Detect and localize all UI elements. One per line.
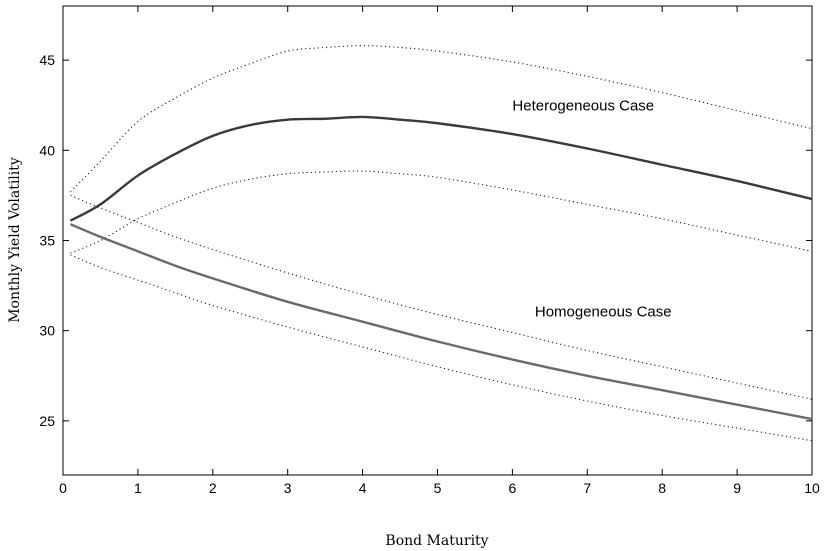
plot-area: [62, 5, 813, 476]
series-line-2: [70, 45, 813, 193]
series-line-6: [70, 254, 813, 442]
y-axis-label: Monthly Yield Volatility: [7, 157, 23, 323]
annotation-label: Heterogeneous Case: [512, 98, 654, 115]
x-tick-label: 7: [583, 480, 591, 496]
x-tick-label: 10: [804, 480, 820, 496]
x-axis-label: Bond Maturity: [385, 533, 488, 549]
y-tick-label: 30: [39, 323, 55, 339]
x-tick-label: 1: [134, 480, 142, 496]
x-tick-label: 0: [59, 480, 67, 496]
x-tick-label: 3: [284, 480, 292, 496]
annotation-layer: Heterogeneous Case Homogeneous Case: [512, 98, 671, 321]
series-layer: [69, 45, 813, 442]
y-tick-label: 35: [39, 233, 55, 249]
x-tick-label: 6: [509, 480, 517, 496]
series-line-4: [70, 223, 813, 421]
x-tick-label: 9: [733, 480, 741, 496]
y-tick-label: 45: [39, 52, 55, 68]
x-tick-label: 5: [434, 480, 442, 496]
series-line-1: [69, 115, 813, 222]
x-tick-label: 2: [209, 480, 217, 496]
x-tick-label: 8: [658, 480, 666, 496]
annotation-label: Homogeneous Case: [535, 303, 672, 320]
y-tick-label: 40: [39, 142, 55, 158]
x-tick-label: 4: [359, 480, 367, 496]
y-tick-label: 25: [39, 413, 55, 429]
